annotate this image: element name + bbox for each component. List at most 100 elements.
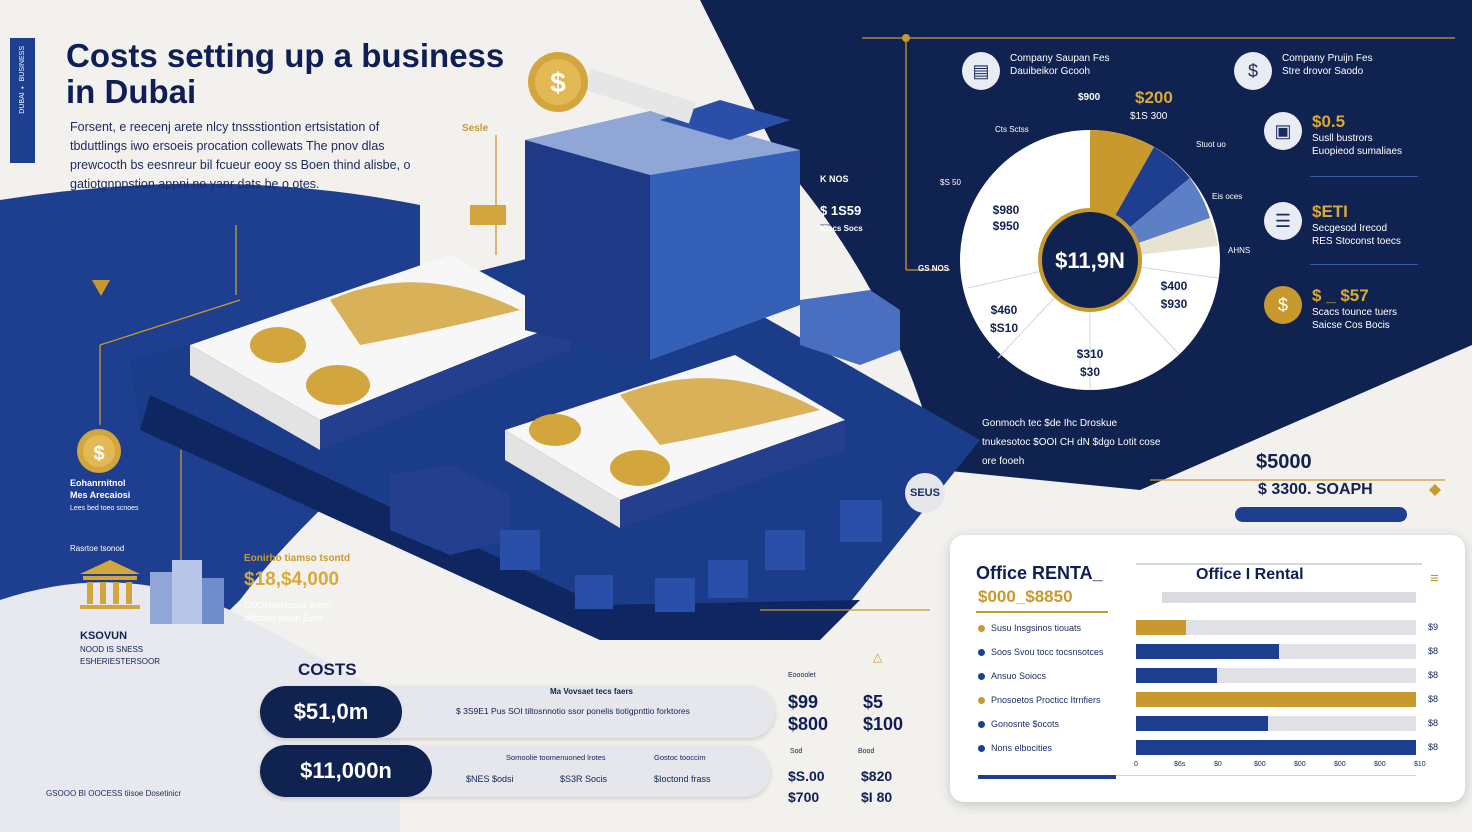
legend-right-value: $ _ $57 xyxy=(1312,286,1369,305)
divider xyxy=(1310,264,1418,265)
office-row-end-label: $9 xyxy=(1428,622,1439,632)
legend-right-sub1: Secgesod Irecod xyxy=(1312,223,1388,234)
axis-line xyxy=(1116,775,1416,776)
office-row-text: Gonosnte $ocots xyxy=(991,719,1060,729)
office-row-label: Nons elbocities xyxy=(978,743,1052,753)
office-row-end-label: $8 xyxy=(1428,694,1439,704)
office-bar xyxy=(1136,716,1268,731)
legend-title: Company Saupan Fes xyxy=(1010,53,1110,64)
pie-label: $950 xyxy=(993,219,1020,233)
building-kv2-sub: Kiscs Socs xyxy=(820,224,863,233)
legend-right-value: $0.5 xyxy=(1312,112,1346,131)
coin-sub: Lees bed toeo scnoes xyxy=(70,505,139,512)
cost-value: $700 xyxy=(788,789,820,805)
legend-right-1: ▣ $0.5 Susll bustrors Euopieod sumaliaes xyxy=(1264,112,1402,158)
pie-side-label: $S 50 xyxy=(940,178,961,187)
pie-label: $980 xyxy=(993,203,1020,217)
cost-pill-2: $11,000n xyxy=(260,745,432,797)
certificate-icon: ▣ xyxy=(1264,112,1302,150)
menu-icon[interactable]: ≡ xyxy=(1430,570,1439,587)
legend-right-sub1: Scacs tounce tuers xyxy=(1312,307,1398,318)
legend-sub: Dauibeikor Gcooh xyxy=(1010,66,1091,77)
legend-sub: Stre drovor Saodo xyxy=(1282,66,1364,77)
pie-center xyxy=(1038,208,1142,312)
cost-row-header: Ma Vovsaet tecs faers xyxy=(550,687,634,696)
office-title: Office RENTA_ xyxy=(976,563,1103,583)
known-sub2: ESHERIESTERSOOR xyxy=(80,657,161,666)
pie-label: $310 xyxy=(1077,347,1104,361)
pie-side-label: Cts Sctss xyxy=(995,125,1029,134)
office-rental-card[interactable]: Office RENTA_ $000_$8850 Office I Rental… xyxy=(950,535,1465,802)
office-bar-track xyxy=(1136,620,1416,635)
legend-title: Company Pruijn Fes xyxy=(1282,53,1373,64)
footer-text: GSOOO BI OOCESS tiisoe Dosetinicr xyxy=(46,789,182,798)
pie-side-label: Eis oces xyxy=(1212,192,1243,201)
platform-badge: SEUS xyxy=(910,487,940,499)
document-icon: ▤ xyxy=(962,52,1000,90)
office-row-end-label: $8 xyxy=(1428,718,1439,728)
cost-value: $S.00 xyxy=(788,768,825,784)
office-axis-tick: $00 xyxy=(1254,761,1266,768)
cost-value: $100 xyxy=(863,714,904,734)
bank-label: Rasrtoe tsonod xyxy=(70,544,125,553)
vals-small: Sod xyxy=(790,748,803,755)
office-bar xyxy=(1136,668,1218,683)
cost-row2-item: $NES $odsi xyxy=(466,774,514,784)
receipt-icon: ☰ xyxy=(1264,202,1302,240)
office-range: $000_$8850 xyxy=(978,587,1073,606)
header-bar xyxy=(1162,592,1416,603)
sidebar-tab[interactable]: DUBAI ▪ BUSINESS xyxy=(10,38,35,163)
estimate-title: Eonirho tiamso tsontd xyxy=(244,553,351,564)
cost-row2-header1: Somoolie toomenuoned lrotes xyxy=(506,753,606,762)
vals-header: Eoooolet xyxy=(788,672,816,679)
legend-company-setup: ▤ Company Saupan Fes Dauibeikor Gcooh xyxy=(962,52,1110,90)
building-tag: Sesle xyxy=(462,123,489,134)
office-bar xyxy=(1136,740,1416,755)
total-progress-bar xyxy=(1235,507,1407,522)
office-axis-tick: $00 xyxy=(1294,761,1306,768)
cost-row-text: $ 3S9E1 Pus SOI tiltosnnotio ssor poneli… xyxy=(456,706,690,716)
office-axis-tick: $0 xyxy=(1214,761,1222,768)
divider xyxy=(1310,176,1418,177)
page-title: Costs setting up a business in Dubai xyxy=(66,37,505,110)
office-row-text: Susu Insgsinos tiouats xyxy=(991,623,1082,633)
office-axis-tick: $10 xyxy=(1414,761,1426,768)
cost-pie-chart: $11,9N $980 $950 $460 $S10 $310 $30 $400… xyxy=(960,130,1220,390)
office-axis-tick: $6s xyxy=(1174,761,1186,768)
dollar-icon: $ xyxy=(1234,52,1272,90)
office-row-label: Susu Insgsinos tiouats xyxy=(978,623,1081,633)
legend-right-sub2: RES Stoconst toecs xyxy=(1312,236,1401,247)
cost-row2-item: $S3R Socis xyxy=(560,774,608,784)
known-sub1: NOOD IS SNESS xyxy=(80,645,144,654)
legend-value-sub: $1S 300 xyxy=(1130,111,1168,122)
pie-label: $30 xyxy=(1080,365,1100,379)
cost-pill-1: $51,0m xyxy=(260,686,402,738)
coin-title1: Eohanrnitnol xyxy=(70,478,126,488)
office-row-label: Gonosnte $ocots xyxy=(978,719,1059,729)
office-row-text: Soos Svou tocc tocsnsotces xyxy=(991,647,1104,657)
legend-right-value: $ETI xyxy=(1312,202,1348,221)
cost-row2-item: $Ioctond frass xyxy=(654,774,711,784)
cost-row2-header2: Gostoc tooccim xyxy=(654,753,706,762)
legend-right-3: $ $ _ $57 Scacs tounce tuers Saicse Cos … xyxy=(1264,286,1397,332)
pie-side-label: Stuot uo xyxy=(1196,140,1226,149)
pie-outer-label: $ES 300 xyxy=(988,384,1023,394)
pie-side-label: AHNS xyxy=(1228,246,1251,255)
estimate-sub2: offstoco tueun Eoss xyxy=(244,613,323,623)
estimate-value: $18,$4,000 xyxy=(244,569,340,590)
office-row-label: Ansuo Soiocs xyxy=(978,671,1046,681)
sidebar-tab-label: DUBAI ▪ BUSINESS xyxy=(19,46,26,114)
cost-value: $800 xyxy=(788,714,829,734)
cost-row-2[interactable]: $11,000n xyxy=(260,745,770,797)
legend-value: $200 xyxy=(1135,88,1173,107)
office-bar xyxy=(1136,644,1279,659)
pie-side-label: $ 500 xyxy=(1160,380,1181,389)
cost-value: $I 80 xyxy=(861,789,893,805)
pie-label: $S10 xyxy=(990,321,1018,335)
legend-dot xyxy=(978,672,985,680)
cost-row-1[interactable]: $51,0m Ma Vovsaet tecs faers $ 3S9E1 Pus… xyxy=(260,686,775,738)
intro-paragraph: Forsent, e reecenj arete nlcy tnssstiont… xyxy=(70,120,411,191)
office-bar-track xyxy=(1136,740,1416,755)
office-bar-track xyxy=(1136,644,1416,659)
